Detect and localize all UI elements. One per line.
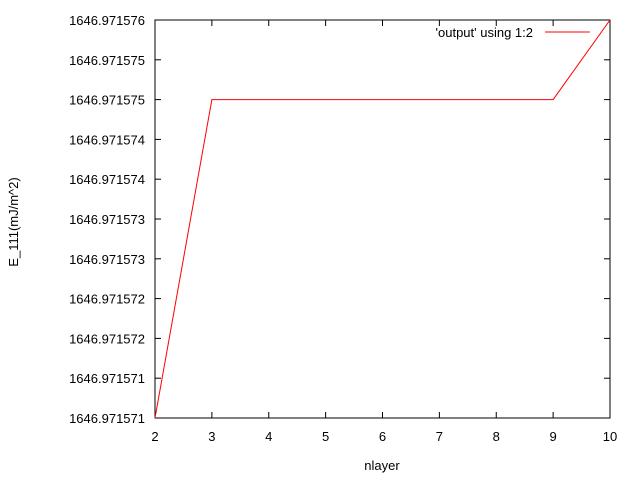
x-tick-label: 6 (379, 429, 386, 444)
x-tick-label: 8 (493, 429, 500, 444)
y-tick-label: 1646.971571 (69, 411, 145, 426)
x-tick-label: 3 (208, 429, 215, 444)
y-tick-label: 1646.971572 (69, 292, 145, 307)
x-tick-label: 9 (550, 429, 557, 444)
series-layer (154, 19, 611, 419)
x-tick-label: 5 (322, 429, 329, 444)
x-tick-label: 4 (265, 429, 272, 444)
ticks-layer (154, 19, 611, 419)
y-tick-label: 1646.971575 (69, 93, 145, 108)
plot-frame (154, 19, 611, 419)
x-tick-label: 7 (436, 429, 443, 444)
x-axis-title: nlayer (364, 458, 400, 473)
y-tick-label: 1646.971574 (69, 132, 145, 147)
y-tick-label: 1646.971572 (69, 331, 145, 346)
y-tick-label: 1646.971575 (69, 53, 145, 68)
y-tick-label: 1646.971574 (69, 172, 145, 187)
legend: 'output' using 1:2 (436, 25, 590, 40)
x-tick-label: 2 (151, 429, 158, 444)
tick-labels-layer: 2 3 4 5 6 7 8 9 10 1646.971571 1646.971571 1646.971… (69, 13, 617, 444)
x-tick-label: 10 (603, 429, 617, 444)
y-tick-label: 1646.971576 (69, 13, 145, 28)
y-axis-title: E_111(mJ/m^2) (6, 177, 21, 266)
series-line-0 (154, 19, 611, 419)
legend-label: 'output' using 1:2 (436, 25, 533, 40)
y-tick-label: 1646.971571 (69, 371, 145, 386)
y-tick-label: 1646.971573 (69, 212, 145, 227)
y-tick-label: 1646.971573 (69, 252, 145, 267)
